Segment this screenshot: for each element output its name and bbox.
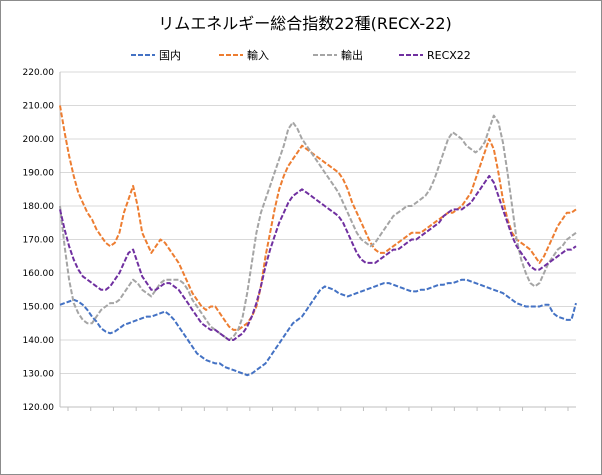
chart-title: リムエネルギー総合指数22種(RECX-22) xyxy=(158,14,452,33)
y-tick-label: 150.00 xyxy=(23,303,55,313)
y-tick-label: 210.00 xyxy=(23,102,55,112)
legend-label: RECX22 xyxy=(427,49,471,62)
y-axis: 220.00 210.00 200.00 190.00 180.00 170.00 160.… xyxy=(23,68,61,413)
y-tick-label: 120.00 xyxy=(23,403,55,413)
series-line-0 xyxy=(59,278,577,377)
legend-label: 輸出 xyxy=(341,48,363,62)
y-tick-label: 160.00 xyxy=(23,269,55,279)
y-tick-label: 220.00 xyxy=(23,68,55,78)
y-tick-label: 200.00 xyxy=(23,135,55,145)
y-tick-label: 140.00 xyxy=(23,336,55,346)
series-line-1 xyxy=(59,105,577,331)
y-tick-label: 180.00 xyxy=(23,202,55,212)
series-line-3 xyxy=(59,174,577,341)
legend-label: 輸入 xyxy=(247,48,269,62)
legend-label: 国内 xyxy=(159,48,181,62)
y-tick-label: 190.00 xyxy=(23,169,55,179)
series-lines xyxy=(59,105,577,377)
series-line-2 xyxy=(59,114,577,341)
x-axis xyxy=(60,406,576,411)
y-tick-label: 170.00 xyxy=(23,236,55,246)
legend: 国内 輸入 輸出 RECX22 xyxy=(131,48,471,62)
y-tick-label: 130.00 xyxy=(23,370,55,380)
